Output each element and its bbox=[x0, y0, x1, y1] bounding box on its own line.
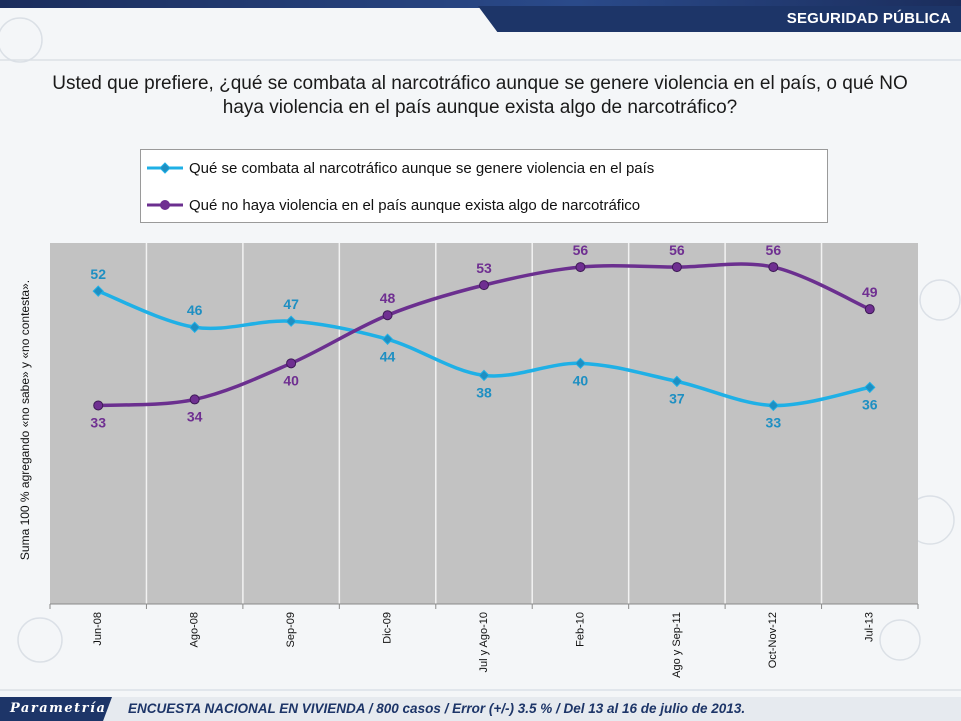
diamond-marker-icon bbox=[147, 162, 183, 174]
x-tick-label: Oct-Nov-12 bbox=[767, 612, 779, 668]
series-2-data-label: 48 bbox=[380, 290, 396, 306]
x-tick-label: Ago-08 bbox=[189, 612, 201, 647]
series-1-data-label: 52 bbox=[90, 266, 106, 282]
series-1-point bbox=[864, 381, 876, 394]
series-1-data-label: 46 bbox=[187, 302, 203, 318]
legend-item-series-2: Qué no haya violencia en el país aunque … bbox=[147, 195, 640, 215]
series-1-data-label: 40 bbox=[573, 372, 589, 388]
x-tick-label: Jun-08 bbox=[92, 612, 104, 646]
legend-label-series-2: Qué no haya violencia en el país aunque … bbox=[189, 196, 641, 214]
series-2-point bbox=[189, 394, 200, 405]
chart-legend: Qué se combata al narcotráfico aunque se… bbox=[140, 149, 828, 223]
series-2-data-label: 53 bbox=[476, 260, 492, 276]
series-1-point bbox=[188, 321, 201, 333]
series-1-point bbox=[92, 285, 104, 297]
series-2-data-label: 33 bbox=[90, 414, 106, 430]
series-1-data-label: 44 bbox=[380, 348, 396, 364]
series-2-point bbox=[286, 358, 297, 369]
series-2-data-label: 40 bbox=[283, 372, 299, 388]
series-1-data-label: 47 bbox=[283, 296, 299, 312]
series-1-data-label: 37 bbox=[669, 390, 685, 406]
x-tick-label: Dic-09 bbox=[381, 612, 393, 644]
series-1-point bbox=[671, 375, 683, 388]
series-2-point bbox=[575, 262, 586, 273]
series-1-point bbox=[767, 399, 780, 412]
x-tick-label: Sep-09 bbox=[285, 612, 297, 647]
question-title: Usted que prefiere, ¿qué se combata al n… bbox=[52, 73, 908, 118]
x-tick-label: Feb-10 bbox=[574, 612, 586, 647]
series-2-point bbox=[93, 400, 104, 411]
section-tag: SEGURIDAD PÚBLICA bbox=[478, 6, 961, 32]
series-1-point bbox=[285, 315, 297, 327]
series-2-point bbox=[671, 262, 682, 273]
series-1-data-label: 38 bbox=[476, 384, 492, 400]
series-2-data-label: 56 bbox=[669, 242, 685, 258]
plot-area bbox=[50, 243, 918, 604]
series-1-data-label: 33 bbox=[766, 414, 782, 430]
series-2-point bbox=[382, 310, 393, 321]
footer-note: ENCUESTA NACIONAL EN VIVIENDA / 800 caso… bbox=[128, 701, 746, 716]
y-axis-label: Suma 100 % agregando «no sabe» y «no con… bbox=[18, 279, 32, 561]
series-2-data-label: 49 bbox=[862, 284, 878, 300]
series-2-data-label: 56 bbox=[573, 242, 589, 258]
series-2-data-label: 56 bbox=[766, 242, 782, 258]
x-tick-label: Jul y Ago-10 bbox=[478, 612, 490, 673]
series-2-data-label: 34 bbox=[187, 408, 203, 424]
x-tick-label: Ago y Sep-11 bbox=[671, 612, 683, 678]
footer-logo: Parametría bbox=[0, 697, 112, 721]
footer-bar: Parametría ENCUESTA NACIONAL EN VIVIENDA… bbox=[0, 697, 961, 721]
section-label: SEGURIDAD PÚBLICA bbox=[786, 10, 951, 27]
series-1-data-label: 36 bbox=[862, 396, 878, 412]
series-1-point bbox=[478, 369, 490, 382]
legend-item-series-1: Qué se combata al narcotráfico aunque se… bbox=[147, 158, 654, 178]
series-2-point bbox=[479, 280, 489, 291]
series-2-point bbox=[864, 304, 875, 315]
x-tick-label: Jul-13 bbox=[864, 612, 876, 642]
series-2-point bbox=[768, 262, 779, 273]
circle-marker-icon bbox=[147, 200, 183, 210]
series-1-point bbox=[574, 357, 587, 370]
legend-label-series-1: Qué se combata al narcotráfico aunque se… bbox=[189, 159, 655, 177]
series-1-point bbox=[381, 333, 394, 345]
top-band bbox=[0, 0, 961, 8]
